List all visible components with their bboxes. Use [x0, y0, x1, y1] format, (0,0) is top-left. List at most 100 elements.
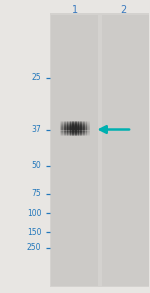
- Bar: [73, 128, 74, 130]
- Bar: [69, 126, 71, 128]
- Bar: [72, 123, 74, 125]
- Bar: [70, 124, 71, 126]
- Bar: [84, 133, 85, 135]
- Bar: [64, 127, 66, 129]
- Bar: [77, 124, 78, 126]
- Bar: [83, 121, 84, 123]
- Bar: [80, 122, 81, 124]
- Bar: [64, 132, 65, 134]
- Bar: [65, 123, 66, 125]
- Bar: [61, 123, 62, 125]
- Bar: [78, 129, 79, 130]
- Bar: [69, 134, 70, 136]
- Bar: [86, 124, 87, 126]
- Bar: [64, 123, 65, 125]
- Bar: [79, 134, 80, 136]
- Bar: [62, 132, 63, 134]
- Bar: [83, 129, 85, 130]
- Bar: [63, 122, 64, 124]
- Bar: [81, 132, 82, 133]
- Bar: [67, 123, 68, 125]
- Bar: [73, 130, 74, 131]
- Bar: [79, 128, 80, 130]
- Bar: [61, 129, 63, 130]
- Bar: [82, 129, 83, 130]
- Bar: [71, 134, 72, 136]
- Bar: [72, 127, 73, 129]
- Bar: [83, 123, 85, 125]
- Bar: [86, 125, 87, 127]
- Bar: [83, 129, 84, 130]
- Bar: [87, 125, 88, 127]
- Bar: [66, 130, 67, 131]
- Bar: [75, 132, 76, 134]
- Text: 2: 2: [120, 5, 126, 15]
- Bar: [66, 132, 67, 134]
- Bar: [72, 132, 74, 133]
- Bar: [88, 122, 89, 124]
- Bar: [86, 132, 87, 134]
- Bar: [65, 121, 66, 123]
- Bar: [66, 130, 67, 132]
- Bar: [64, 127, 65, 129]
- Bar: [85, 125, 86, 127]
- Bar: [73, 132, 74, 134]
- Bar: [84, 125, 85, 127]
- Bar: [71, 128, 72, 130]
- Bar: [75, 126, 76, 128]
- Bar: [61, 124, 63, 126]
- Bar: [75, 125, 76, 127]
- Bar: [64, 132, 65, 133]
- Bar: [74, 125, 75, 127]
- Bar: [71, 121, 72, 123]
- Bar: [83, 134, 85, 136]
- Bar: [68, 127, 69, 129]
- Bar: [84, 130, 85, 132]
- Bar: [75, 132, 76, 133]
- Bar: [65, 127, 66, 129]
- Bar: [78, 130, 79, 132]
- Bar: [86, 127, 87, 129]
- Bar: [88, 130, 89, 131]
- Bar: [68, 124, 69, 126]
- Bar: [62, 123, 63, 125]
- Bar: [81, 127, 82, 129]
- Bar: [68, 132, 69, 133]
- Bar: [64, 134, 66, 136]
- Bar: [65, 130, 66, 132]
- Bar: [50, 13, 149, 287]
- Bar: [61, 125, 62, 127]
- Bar: [63, 121, 64, 123]
- Bar: [60, 132, 61, 134]
- Bar: [64, 130, 65, 132]
- Bar: [69, 122, 71, 124]
- Bar: [86, 132, 87, 133]
- Bar: [86, 122, 87, 124]
- Text: 25: 25: [32, 73, 41, 82]
- Bar: [87, 133, 88, 135]
- Bar: [79, 129, 80, 130]
- Bar: [82, 123, 83, 125]
- Bar: [61, 122, 63, 124]
- Bar: [75, 128, 76, 130]
- Bar: [62, 130, 63, 132]
- Bar: [86, 134, 87, 136]
- Bar: [82, 133, 83, 135]
- Bar: [67, 132, 68, 133]
- Bar: [79, 126, 80, 128]
- Bar: [80, 130, 82, 131]
- Bar: [61, 134, 62, 136]
- Bar: [68, 130, 69, 131]
- Bar: [72, 125, 74, 127]
- Bar: [76, 132, 77, 134]
- Bar: [78, 130, 79, 131]
- Bar: [63, 127, 64, 129]
- Bar: [75, 127, 76, 129]
- Bar: [64, 121, 66, 123]
- Bar: [83, 123, 84, 125]
- Bar: [70, 126, 71, 128]
- Bar: [72, 130, 73, 132]
- Bar: [84, 122, 85, 124]
- Bar: [75, 128, 76, 130]
- Bar: [66, 121, 67, 123]
